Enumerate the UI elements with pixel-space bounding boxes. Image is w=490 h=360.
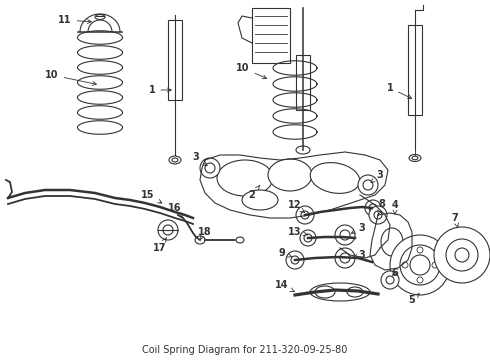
Text: 12: 12: [288, 200, 305, 213]
Text: 18: 18: [198, 227, 212, 240]
Circle shape: [455, 248, 469, 262]
Ellipse shape: [315, 286, 335, 298]
Ellipse shape: [296, 146, 310, 154]
Circle shape: [335, 225, 355, 245]
Ellipse shape: [172, 158, 178, 162]
FancyBboxPatch shape: [296, 55, 310, 110]
Circle shape: [363, 180, 373, 190]
Ellipse shape: [95, 14, 105, 19]
Circle shape: [340, 230, 350, 240]
Circle shape: [390, 235, 450, 295]
Circle shape: [369, 204, 377, 212]
Ellipse shape: [347, 287, 363, 297]
Circle shape: [291, 256, 299, 264]
Text: 3: 3: [371, 170, 383, 183]
Ellipse shape: [242, 190, 278, 210]
Ellipse shape: [268, 159, 312, 191]
Circle shape: [369, 206, 387, 224]
Circle shape: [304, 234, 312, 242]
Text: 3: 3: [193, 152, 207, 166]
Text: 1: 1: [387, 83, 412, 99]
Text: 15: 15: [141, 190, 162, 203]
Circle shape: [434, 227, 490, 283]
Text: 16: 16: [168, 203, 183, 218]
Text: 1: 1: [148, 85, 172, 95]
Text: Coil Spring Diagram for 211-320-09-25-80: Coil Spring Diagram for 211-320-09-25-80: [142, 345, 348, 355]
Text: 8: 8: [378, 199, 386, 215]
Text: 3: 3: [351, 223, 366, 233]
Text: 2: 2: [248, 185, 260, 200]
Circle shape: [400, 245, 440, 285]
Circle shape: [358, 175, 378, 195]
Circle shape: [381, 271, 399, 289]
Circle shape: [296, 206, 314, 224]
Circle shape: [286, 251, 304, 269]
Circle shape: [163, 225, 173, 235]
Circle shape: [417, 247, 423, 253]
Text: 17: 17: [153, 238, 167, 253]
Circle shape: [158, 220, 178, 240]
FancyBboxPatch shape: [408, 25, 422, 115]
Circle shape: [205, 163, 215, 173]
Ellipse shape: [310, 163, 360, 193]
Text: 4: 4: [392, 200, 398, 214]
Ellipse shape: [381, 228, 403, 256]
Text: 6: 6: [392, 268, 398, 278]
Ellipse shape: [310, 283, 370, 301]
Circle shape: [410, 255, 430, 275]
Circle shape: [446, 239, 478, 271]
Ellipse shape: [217, 160, 273, 196]
Text: 10: 10: [236, 63, 267, 79]
Ellipse shape: [169, 156, 181, 164]
Circle shape: [335, 248, 355, 268]
Circle shape: [386, 276, 394, 284]
Text: 3: 3: [353, 250, 366, 260]
Ellipse shape: [195, 236, 205, 244]
Circle shape: [300, 230, 316, 246]
Ellipse shape: [236, 237, 244, 243]
FancyBboxPatch shape: [168, 20, 182, 100]
Text: 13: 13: [288, 227, 307, 237]
Circle shape: [417, 277, 423, 283]
Circle shape: [374, 211, 382, 219]
Text: 14: 14: [275, 280, 294, 292]
Text: 11: 11: [58, 15, 91, 25]
Ellipse shape: [409, 154, 421, 162]
FancyBboxPatch shape: [252, 8, 290, 63]
Circle shape: [432, 262, 438, 268]
Ellipse shape: [412, 156, 418, 160]
Text: 5: 5: [409, 294, 419, 305]
Circle shape: [200, 158, 220, 178]
Text: 9: 9: [279, 248, 292, 258]
Text: 10: 10: [45, 70, 97, 85]
Text: 7: 7: [452, 213, 459, 227]
Circle shape: [365, 200, 381, 216]
Circle shape: [340, 253, 350, 263]
Circle shape: [301, 211, 309, 219]
Circle shape: [402, 262, 408, 268]
